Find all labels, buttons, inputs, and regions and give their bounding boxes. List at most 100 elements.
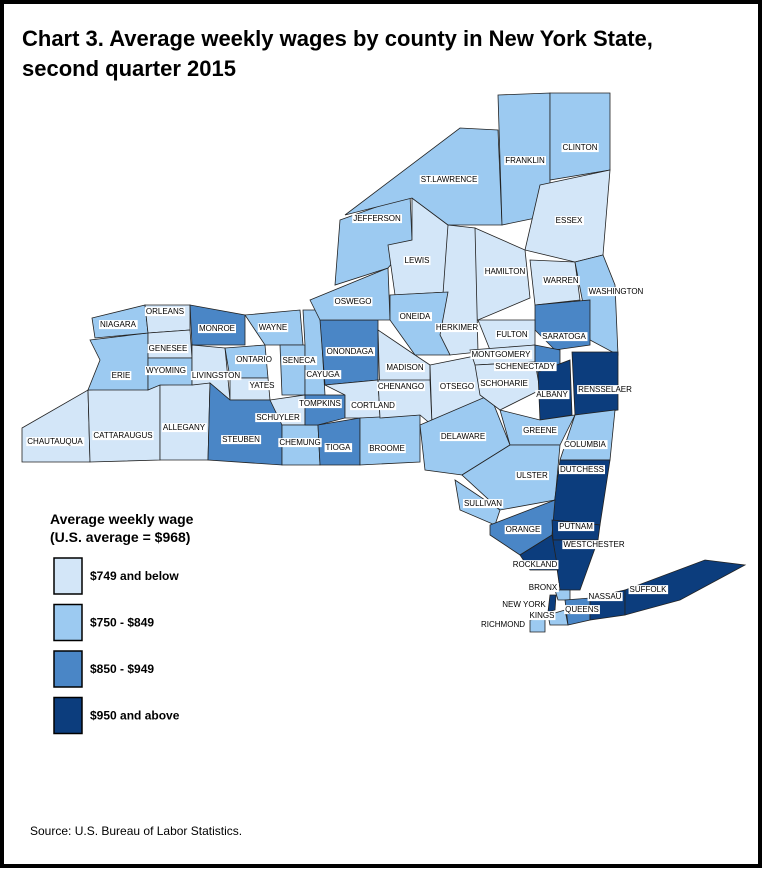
- county-label: ALBANY: [536, 390, 568, 399]
- county: [317, 417, 361, 466]
- label-bg: [494, 362, 557, 372]
- county-label: ALLEGANY: [163, 423, 206, 432]
- label-bg: [562, 540, 626, 550]
- county-label: ONEIDA: [400, 312, 431, 321]
- label-bg: [333, 297, 373, 307]
- label-bg: [558, 522, 595, 532]
- label-bg: [554, 216, 584, 226]
- label-bg: [98, 320, 138, 330]
- label-bg: [26, 437, 85, 447]
- label-bg: [470, 350, 533, 360]
- legend-swatch: [53, 557, 83, 595]
- county-label: WESTCHESTER: [563, 540, 625, 549]
- county-label: KINGS: [530, 611, 555, 620]
- label-bg: [535, 390, 570, 400]
- title-line: Chart 3. Average weekly wages by county …: [22, 26, 653, 51]
- label-bg: [515, 471, 550, 481]
- label-bg: [257, 323, 289, 333]
- county: [279, 344, 306, 396]
- county-label: HAMILTON: [485, 267, 526, 276]
- label-bg: [385, 363, 425, 373]
- county-label: CLINTON: [563, 143, 598, 152]
- county-label: WYOMING: [146, 366, 186, 375]
- label-bg: [235, 355, 273, 365]
- county-label: RENSSELAER: [578, 385, 632, 394]
- label-bg: [248, 381, 276, 391]
- label-bg: [504, 156, 547, 166]
- county-label: RICHMOND: [481, 620, 525, 629]
- county: [389, 291, 451, 356]
- legend-label: $750 - $849: [90, 616, 154, 630]
- county-label: ONTARIO: [236, 355, 272, 364]
- legend-swatch: [53, 603, 83, 642]
- county-label: GREENE: [523, 426, 557, 435]
- county-label: MADISON: [386, 363, 424, 372]
- county-label: COLUMBIA: [564, 440, 606, 449]
- label-bg: [376, 382, 426, 392]
- county-label: SCHENECTADY: [495, 362, 556, 371]
- legend-label: $950 and above: [90, 709, 180, 723]
- county-label: TOMPKINS: [299, 399, 341, 408]
- county-label: LIVINGSTON: [192, 371, 241, 380]
- county-label: GENESEE: [149, 344, 188, 353]
- county-label: BROOME: [369, 444, 405, 453]
- county-label: OTSEGO: [440, 382, 474, 391]
- county: [87, 384, 161, 463]
- label-bg: [281, 356, 318, 366]
- label-bg: [221, 435, 262, 445]
- county: [549, 92, 611, 181]
- county: [624, 559, 747, 616]
- label-bg: [511, 560, 559, 570]
- county-label: FRANKLIN: [505, 156, 545, 165]
- label-bg: [352, 214, 402, 224]
- county-label: WAYNE: [259, 323, 287, 332]
- county-label: QUEENS: [565, 605, 599, 614]
- label-bg: [483, 267, 527, 277]
- county-label: WARREN: [543, 276, 578, 285]
- county-label: JEFFERSON: [353, 214, 401, 223]
- label-bg: [462, 499, 504, 509]
- county-label: NIAGARA: [100, 320, 137, 329]
- label-bg: [480, 620, 527, 630]
- legend-swatch: [53, 650, 83, 688]
- label-bg: [419, 175, 479, 185]
- county-label: WASHINGTON: [589, 287, 644, 296]
- label-bg: [325, 347, 375, 357]
- label-bg: [92, 431, 154, 441]
- county-label: NEW YORK: [502, 600, 546, 609]
- county-label: TIOGA: [326, 443, 352, 452]
- county-label: SARATOGA: [542, 332, 586, 341]
- label-bg: [398, 312, 432, 322]
- label-bg: [324, 443, 353, 453]
- county-label: CATTARAUGUS: [93, 431, 152, 440]
- county-label: SUFFOLK: [630, 585, 668, 594]
- label-bg: [495, 330, 529, 340]
- county-label: ESSEX: [556, 216, 583, 225]
- label-bg: [577, 385, 634, 395]
- county-label: MONTGOMERY: [472, 350, 532, 359]
- label-bg: [501, 600, 548, 610]
- county-label: ONONDAGA: [327, 347, 374, 356]
- county-label: NASSAU: [589, 592, 622, 601]
- legend: $749 and below $750 - $849 $850 - $949 $950…: [53, 557, 180, 735]
- county-label: SENECA: [283, 356, 317, 365]
- source: Source: U.S. Bureau of Labor Statistics.: [30, 824, 242, 838]
- label-bg: [479, 379, 529, 389]
- county-label: MONROE: [199, 324, 235, 333]
- title-line: second quarter 2015: [22, 56, 236, 81]
- county-label: BRONX: [529, 583, 558, 592]
- label-bg: [278, 438, 322, 448]
- legend-swatch: [53, 696, 83, 735]
- county-label: HERKIMER: [436, 323, 478, 332]
- legend-label: $749 and below: [90, 569, 179, 583]
- county-label: ORLEANS: [146, 307, 184, 316]
- county: [159, 382, 211, 461]
- county-label: CHENANGO: [378, 382, 424, 391]
- label-layer: CHAUTAUQUA CATTARAUGUS ALLEGANY ERIE NIAGARA…: [26, 143, 669, 630]
- county-label: ROCKLAND: [513, 560, 558, 569]
- label-bg: [439, 432, 487, 442]
- legend-title: (U.S. average = $968): [50, 529, 190, 545]
- label-bg: [147, 344, 189, 354]
- label-bg: [403, 256, 431, 266]
- label-bg: [144, 307, 186, 317]
